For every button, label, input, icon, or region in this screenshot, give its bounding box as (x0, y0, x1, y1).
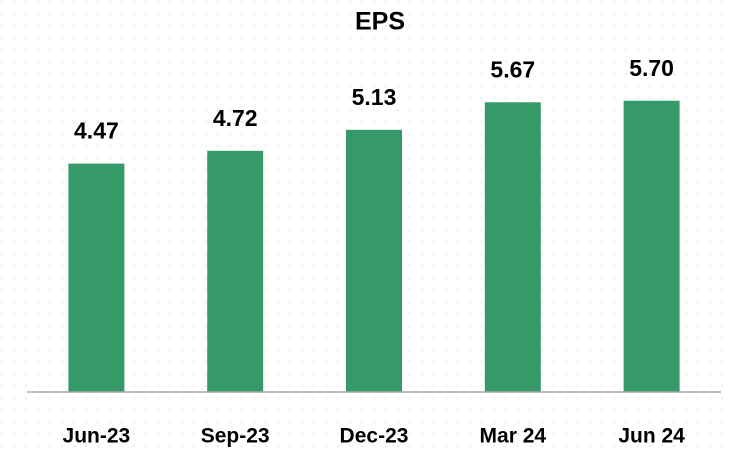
x-tick-label: Mar 24 (480, 425, 547, 448)
x-tick-label: Sep-23 (201, 425, 270, 448)
value-label: 5.70 (629, 55, 674, 81)
x-tick-label: Dec-23 (340, 425, 409, 448)
bar (207, 150, 264, 392)
value-label: 5.13 (352, 84, 397, 110)
value-label: 5.67 (490, 56, 535, 82)
bar (346, 129, 402, 392)
bar (68, 163, 125, 392)
value-label: 4.72 (213, 105, 258, 131)
x-tick-label: Jun-23 (63, 425, 131, 448)
x-tick-label: Jun 24 (618, 425, 685, 448)
value-label: 4.47 (74, 118, 119, 144)
bar (623, 100, 680, 392)
bar (484, 102, 541, 392)
chart-title: EPS (355, 8, 405, 36)
